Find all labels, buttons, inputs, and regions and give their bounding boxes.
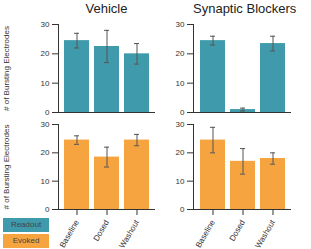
svg-text:30: 30 [41,20,50,29]
html-text:Vehicle: Vehicle [85,1,128,16]
svg-text:30: 30 [176,120,185,129]
html-text:Evoked: Evoked [12,236,40,245]
svg-text:Dosed: Dosed [92,218,111,243]
svg-text:20: 20 [176,49,185,58]
svg-text:10: 10 [41,79,50,88]
html-text:Synaptic Blockers: Synaptic Blockers [193,1,297,16]
svg-text:0: 0 [180,205,185,214]
svg-text:0: 0 [45,108,50,117]
svg-text:20: 20 [41,148,50,157]
svg-text:0: 0 [180,108,185,117]
svg-text:Dosed: Dosed [228,218,247,243]
svg-text:# of Bursting Electrodes: # of Bursting Electrodes [2,26,11,111]
svg-text:# of Bursting Electrodes: # of Bursting Electrodes [2,125,11,210]
svg-text:30: 30 [176,20,185,29]
svg-text:10: 10 [176,79,185,88]
svg-text:0: 0 [45,205,50,214]
svg-text:Baseline: Baseline [58,218,81,249]
svg-text:10: 10 [176,177,185,186]
svg-text:30: 30 [41,120,50,129]
svg-text:20: 20 [176,148,185,157]
svg-text:Washout: Washout [254,218,278,249]
svg-text:10: 10 [41,177,50,186]
svg-text:20: 20 [41,49,50,58]
svg-text:Baseline: Baseline [194,218,217,249]
svg-text:Washout: Washout [118,218,142,249]
html-text:Readout: Readout [10,220,42,229]
